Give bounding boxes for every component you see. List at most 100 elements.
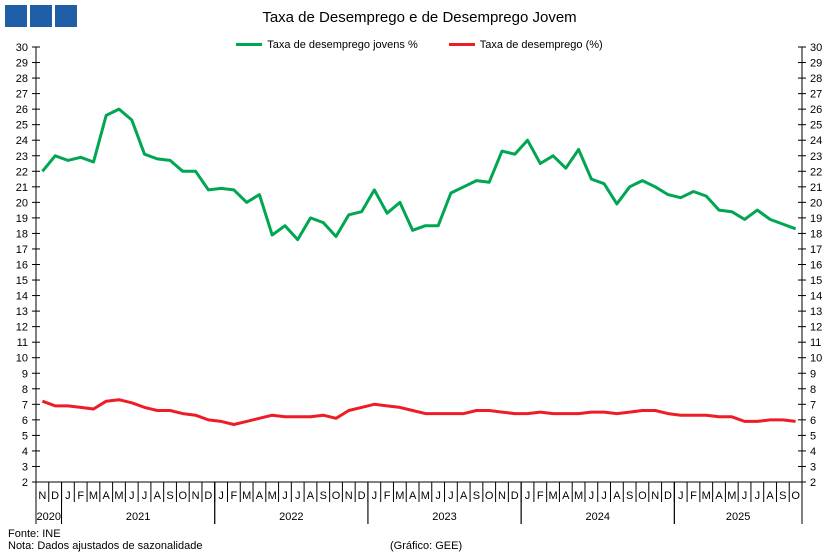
x-month-label: O bbox=[332, 490, 341, 502]
y-tick-label-left: 16 bbox=[16, 260, 28, 272]
x-month-label: J bbox=[295, 490, 301, 502]
y-tick-label-left: 3 bbox=[22, 461, 28, 473]
y-tick-label-right: 3 bbox=[810, 461, 816, 473]
y-tick-label-left: 28 bbox=[16, 73, 28, 85]
x-month-label: O bbox=[791, 490, 800, 502]
x-month-label: A bbox=[256, 490, 264, 502]
y-tick-label-right: 8 bbox=[810, 384, 816, 396]
y-tick-label-left: 20 bbox=[16, 197, 28, 209]
x-month-label: J bbox=[601, 490, 607, 502]
x-month-label: A bbox=[766, 490, 774, 502]
y-tick-label-right: 19 bbox=[810, 213, 822, 225]
y-tick-label-left: 8 bbox=[22, 384, 28, 396]
legend-item-total: Taxa de desemprego (%) bbox=[448, 38, 603, 51]
legend: Taxa de desemprego jovens % Taxa de dese… bbox=[0, 37, 839, 51]
x-month-label: M bbox=[574, 490, 583, 502]
chart-title: Taxa de Desemprego e de Desemprego Jovem bbox=[262, 9, 577, 26]
x-month-label: S bbox=[626, 490, 633, 502]
x-month-label: S bbox=[473, 490, 480, 502]
series-line-youth bbox=[41, 107, 797, 242]
y-tick-label-left: 21 bbox=[16, 182, 28, 194]
y-tick-label-left: 17 bbox=[16, 244, 28, 256]
y-tick-label-left: 10 bbox=[16, 353, 28, 365]
y-tick-label-left: 13 bbox=[16, 306, 28, 318]
x-month-label: S bbox=[779, 490, 786, 502]
y-tick-label-left: 26 bbox=[16, 104, 28, 116]
y-tick-label-right: 13 bbox=[810, 306, 822, 318]
y-tick-label-left: 29 bbox=[16, 58, 28, 70]
y-tick-label-right: 30 bbox=[810, 42, 822, 54]
legend-swatch bbox=[448, 43, 475, 46]
x-month-label: M bbox=[727, 490, 736, 502]
x-year-label: 2025 bbox=[726, 511, 750, 523]
x-year-label: 2021 bbox=[126, 511, 150, 523]
x-month-label: S bbox=[166, 490, 173, 502]
y-tick-label-right: 6 bbox=[810, 415, 816, 427]
x-year-label: 2024 bbox=[585, 511, 609, 523]
y-tick-label-right: 27 bbox=[810, 89, 822, 101]
x-month-label: N bbox=[498, 490, 506, 502]
y-tick-label-right: 24 bbox=[810, 135, 822, 147]
x-month-label: M bbox=[89, 490, 98, 502]
x-month-label: M bbox=[242, 490, 251, 502]
y-tick-label-left: 6 bbox=[22, 415, 28, 427]
credit-text: (Gráfico: GEE) bbox=[390, 540, 463, 552]
y-tick-label-left: 11 bbox=[17, 337, 28, 349]
y-tick-label-right: 26 bbox=[810, 104, 822, 116]
x-month-label: J bbox=[65, 490, 71, 502]
x-year-label: 2020 bbox=[37, 511, 61, 523]
y-tick-label-right: 9 bbox=[810, 368, 816, 380]
y-tick-label-right: 21 bbox=[810, 182, 822, 194]
x-month-label: F bbox=[690, 490, 697, 502]
y-tick-label-left: 9 bbox=[22, 368, 28, 380]
y-tick-label-right: 11 bbox=[810, 337, 821, 349]
x-month-label: M bbox=[395, 490, 404, 502]
x-month-label: A bbox=[103, 490, 111, 502]
y-tick-label-right: 18 bbox=[810, 228, 822, 240]
source-text: Fonte: INE bbox=[8, 528, 61, 540]
y-tick-label-left: 5 bbox=[22, 430, 28, 442]
y-tick-label-right: 4 bbox=[810, 446, 816, 458]
x-month-label: J bbox=[129, 490, 135, 502]
y-tick-label-right: 7 bbox=[810, 399, 816, 411]
y-tick-label-left: 2 bbox=[22, 477, 28, 489]
x-month-label: J bbox=[282, 490, 288, 502]
x-month-label: J bbox=[448, 490, 454, 502]
y-tick-label-right: 12 bbox=[810, 322, 822, 334]
x-month-label: F bbox=[77, 490, 84, 502]
legend-label: Taxa de desemprego (%) bbox=[479, 38, 603, 51]
x-month-label: M bbox=[702, 490, 711, 502]
x-month-label: J bbox=[525, 490, 531, 502]
y-tick-label-left: 4 bbox=[22, 446, 28, 458]
y-tick-label-right: 22 bbox=[810, 166, 822, 178]
x-month-label: A bbox=[409, 490, 417, 502]
x-month-label: J bbox=[589, 490, 595, 502]
x-month-label: M bbox=[421, 490, 430, 502]
logo-block bbox=[5, 5, 27, 27]
logo-block bbox=[30, 5, 52, 27]
x-month-label: A bbox=[613, 490, 621, 502]
y-tick-label-right: 15 bbox=[810, 275, 822, 287]
x-month-label: A bbox=[460, 490, 468, 502]
x-month-label: M bbox=[114, 490, 123, 502]
y-tick-label-left: 23 bbox=[16, 151, 28, 163]
y-tick-label-left: 14 bbox=[16, 291, 28, 303]
x-month-label: A bbox=[715, 490, 723, 502]
y-tick-label-left: 24 bbox=[16, 135, 28, 147]
y-tick-label-right: 5 bbox=[810, 430, 816, 442]
y-tick-label-right: 17 bbox=[810, 244, 822, 256]
y-tick-label-right: 16 bbox=[810, 260, 822, 272]
x-month-label: A bbox=[154, 490, 162, 502]
x-month-label: O bbox=[638, 490, 647, 502]
x-month-label: N bbox=[192, 490, 200, 502]
y-tick-label-right: 2 bbox=[810, 477, 816, 489]
x-month-label: A bbox=[307, 490, 315, 502]
y-tick-label-right: 29 bbox=[810, 58, 822, 70]
x-month-label: M bbox=[548, 490, 557, 502]
x-month-label: D bbox=[358, 490, 366, 502]
x-month-label: J bbox=[742, 490, 748, 502]
legend-item-youth: Taxa de desemprego jovens % bbox=[236, 39, 418, 51]
y-tick-label-left: 18 bbox=[16, 228, 28, 240]
y-tick-label-left: 12 bbox=[16, 322, 28, 334]
